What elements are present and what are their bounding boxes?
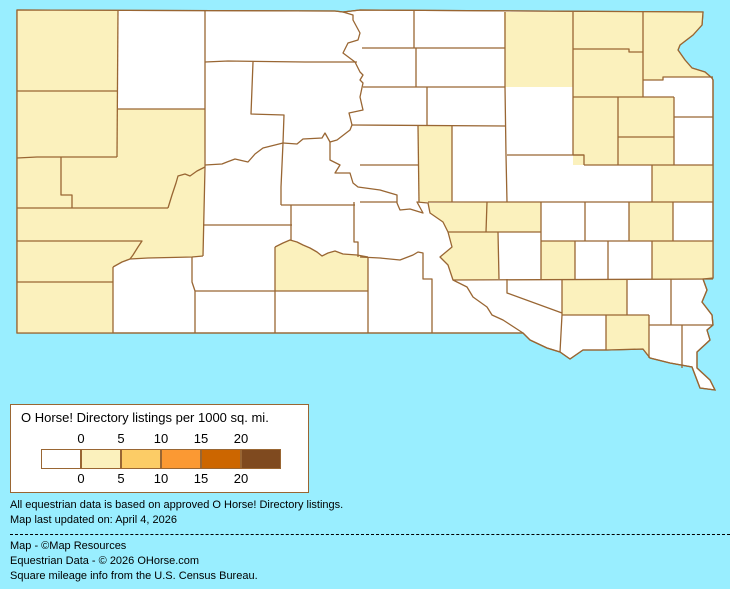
map-credit: Map - ©Map Resources [10,540,127,552]
county-e3[interactable] [541,241,575,280]
county-borders [16,9,716,391]
county-northeast-block[interactable] [504,12,712,97]
data-basis-note: All equestrian data is based on approved… [10,499,344,511]
legend-top-label: 20 [233,431,249,446]
county-se1[interactable] [562,280,627,315]
legend-swatch-4 [201,449,241,469]
county-e2[interactable] [629,202,673,241]
county-e4[interactable] [652,241,713,279]
equestrian-credit: Equestrian Data - © 2026 OHorse.com [10,555,200,567]
legend-bottom-label: 15 [193,471,209,486]
county-se2[interactable] [606,315,649,358]
legend-bottom-label: 0 [77,471,85,486]
county-mellette[interactable] [275,240,368,291]
county-hand[interactable] [418,126,452,202]
state-county-map [16,9,717,391]
legend-swatch-3 [161,449,201,469]
legend-bottom-label: 5 [117,471,125,486]
county-ne-second-row[interactable] [573,97,674,165]
county-e1[interactable] [652,165,713,202]
county-central-block[interactable] [428,202,541,280]
legend-swatch-2 [121,449,161,469]
legend-swatch-0 [41,449,81,469]
legend-title: O Horse! Directory listings per 1000 sq.… [21,410,269,425]
legend-bottom-label: 20 [233,471,249,486]
legend-top-label: 15 [193,431,209,446]
legend-swatch-1 [81,449,121,469]
census-credit: Square mileage info from the U.S. Census… [10,570,258,582]
last-updated-note: Map last updated on: April 4, 2026 [10,514,177,526]
legend: O Horse! Directory listings per 1000 sq.… [10,404,309,493]
divider [10,534,730,535]
legend-swatch-5 [241,449,281,469]
legend-top-label: 5 [117,431,125,446]
legend-top-label: 10 [153,431,169,446]
legend-top-label: 0 [77,431,85,446]
legend-bottom-label: 10 [153,471,169,486]
